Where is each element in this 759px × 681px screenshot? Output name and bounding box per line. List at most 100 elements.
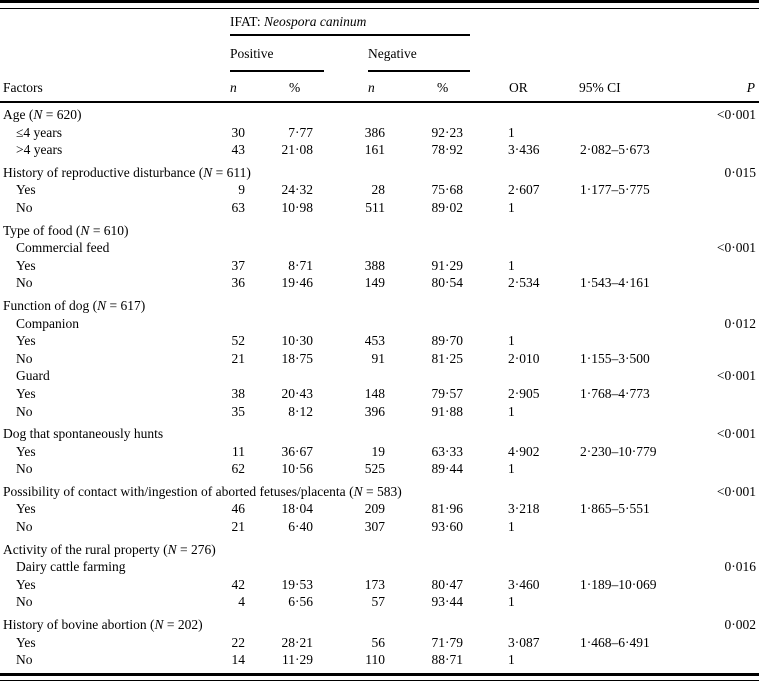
n-positive-cell: 35 bbox=[231, 403, 246, 419]
n-negative-cell: 173 bbox=[364, 576, 385, 592]
factor-cell: History of reproductive disturbance (N =… bbox=[3, 164, 251, 180]
n-positive-cell: 38 bbox=[231, 385, 246, 401]
table-row: Yes 22 28·21 56 71·79 3·087 1·468–6·491 bbox=[0, 634, 759, 652]
factor-cell: No bbox=[16, 461, 33, 477]
or-cell: 3·087 bbox=[508, 634, 540, 650]
n-positive-cell: 37 bbox=[231, 257, 246, 273]
percent-negative-cell: 75·68 bbox=[431, 182, 464, 198]
n-negative-cell: 388 bbox=[364, 257, 385, 273]
factor-cell: Yes bbox=[16, 443, 36, 459]
factor-cell: Guard bbox=[16, 368, 50, 384]
table-body-grid: Age (N = 620) <0·001 ≤4 years 30 7·77 386 92·2… bbox=[0, 106, 759, 669]
table-row: No 35 8·12 396 91·88 1 bbox=[0, 403, 759, 421]
table-row: History of bovine abortion (N = 202) 0·00… bbox=[0, 611, 759, 634]
ci-cell bbox=[575, 593, 686, 611]
or-cell: 1 bbox=[508, 257, 515, 273]
factor-cell: History of bovine abortion (N = 202) bbox=[3, 617, 203, 633]
p-cell bbox=[686, 199, 759, 217]
n-negative-cell: 110 bbox=[365, 652, 385, 668]
percent-negative-cell: 89·44 bbox=[431, 461, 464, 477]
percent-positive-cell: 7·77 bbox=[288, 124, 313, 140]
factor-cell: Possibility of contact with/ingestion of… bbox=[3, 483, 402, 499]
p-cell bbox=[686, 593, 759, 611]
table-row: Type of food (N = 610) bbox=[0, 217, 759, 240]
factor-cell: Function of dog (N = 617) bbox=[3, 297, 146, 313]
ci-cell bbox=[575, 257, 686, 275]
ci-cell: 2·230–10·779 bbox=[580, 443, 657, 459]
p-cell bbox=[686, 576, 759, 594]
p-cell: <0·001 bbox=[716, 426, 757, 442]
percent-negative-cell: 93·44 bbox=[431, 594, 464, 610]
p-cell bbox=[686, 124, 759, 142]
table-row: History of reproductive disturbance (N =… bbox=[0, 159, 759, 182]
factor-cell: No bbox=[16, 519, 33, 535]
ci-cell: 1·768–4·773 bbox=[580, 385, 650, 401]
negative-spanner-rule bbox=[368, 70, 470, 72]
percent-negative-cell: 71·79 bbox=[431, 634, 464, 650]
negative-group-header: Negative bbox=[368, 46, 417, 61]
n-negative-cell: 386 bbox=[364, 124, 385, 140]
factor-cell: Yes bbox=[16, 634, 36, 650]
or-cell: 1 bbox=[508, 519, 515, 535]
ci-column-header: 95% CI bbox=[579, 80, 621, 95]
percent-positive-cell: 8·12 bbox=[288, 403, 313, 419]
ci-cell: 1·865–5·551 bbox=[580, 501, 650, 517]
p-column-header: P bbox=[746, 80, 755, 95]
n-negative-cell: 91 bbox=[371, 350, 386, 366]
or-cell: 1 bbox=[508, 461, 515, 477]
or-cell: 1 bbox=[508, 403, 515, 419]
p-cell bbox=[686, 403, 759, 421]
factor-cell: No bbox=[16, 594, 33, 610]
percent-negative-cell: 91·88 bbox=[431, 403, 464, 419]
percent-positive-cell: 10·56 bbox=[281, 461, 314, 477]
percent-positive-cell: 11·29 bbox=[282, 652, 313, 668]
n-total-symbol: N bbox=[154, 617, 164, 633]
table-row: Yes 46 18·04 209 81·96 3·218 1·865–5·551 bbox=[0, 500, 759, 518]
or-cell: 4·902 bbox=[508, 443, 540, 459]
p-cell bbox=[686, 292, 759, 315]
ci-cell bbox=[575, 518, 686, 536]
p-cell bbox=[686, 332, 759, 350]
n-positive-cell: 46 bbox=[231, 501, 246, 517]
n-positive-cell: 22 bbox=[231, 634, 246, 650]
p-cell bbox=[686, 518, 759, 536]
table-row: Yes 52 10·30 453 89·70 1 bbox=[0, 332, 759, 350]
n-positive-cell: 21 bbox=[231, 350, 246, 366]
percent-positive-cell: 18·04 bbox=[281, 501, 314, 517]
n-total-symbol: N bbox=[203, 164, 213, 180]
table-row: Yes 11 36·67 19 63·33 4·902 2·230–10·779 bbox=[0, 443, 759, 461]
or-cell: 1 bbox=[508, 199, 515, 215]
p-cell: 0·012 bbox=[724, 315, 757, 331]
p-cell bbox=[686, 651, 759, 669]
table-header: IFAT: Neospora caninum Positive Negative… bbox=[0, 9, 759, 103]
p-cell: <0·001 bbox=[716, 107, 757, 122]
percent-positive-cell: 19·46 bbox=[281, 275, 314, 291]
n-negative-cell: 453 bbox=[364, 333, 385, 349]
ci-cell bbox=[575, 460, 686, 478]
p-cell: <0·001 bbox=[716, 240, 757, 256]
n-positive-cell: 62 bbox=[231, 461, 246, 477]
factor-cell: Companion bbox=[16, 315, 79, 331]
percent-negative-cell: 78·92 bbox=[431, 142, 464, 158]
table-row: Function of dog (N = 617) bbox=[0, 292, 759, 315]
assay-spanner-rule bbox=[230, 34, 470, 36]
n-positive-cell: 36 bbox=[231, 275, 246, 291]
n-total-symbol: N bbox=[167, 541, 177, 557]
table-row: No 36 19·46 149 80·54 2·534 1·543–4·161 bbox=[0, 274, 759, 292]
n-negative-column-header: n bbox=[368, 80, 375, 95]
p-cell: 0·016 bbox=[724, 559, 757, 575]
p-cell bbox=[686, 350, 759, 368]
percent-negative-cell: 93·60 bbox=[431, 519, 464, 535]
table-row: Dog that spontaneously hunts <0·001 bbox=[0, 420, 759, 443]
or-cell: 3·218 bbox=[508, 501, 540, 517]
n-negative-cell: 56 bbox=[371, 634, 386, 650]
ci-cell: 1·468–6·491 bbox=[580, 634, 650, 650]
n-negative-cell: 149 bbox=[364, 275, 385, 291]
factor-cell: Type of food (N = 610) bbox=[3, 222, 129, 238]
table-row: Guard <0·001 bbox=[0, 367, 759, 385]
percent-positive-cell: 19·53 bbox=[281, 576, 314, 592]
percent-positive-cell: 28·21 bbox=[281, 634, 314, 650]
table-row: Yes 42 19·53 173 80·47 3·460 1·189–10·069 bbox=[0, 576, 759, 594]
table-row: Age (N = 620) <0·001 bbox=[0, 106, 759, 124]
table-row: Commercial feed <0·001 bbox=[0, 239, 759, 257]
